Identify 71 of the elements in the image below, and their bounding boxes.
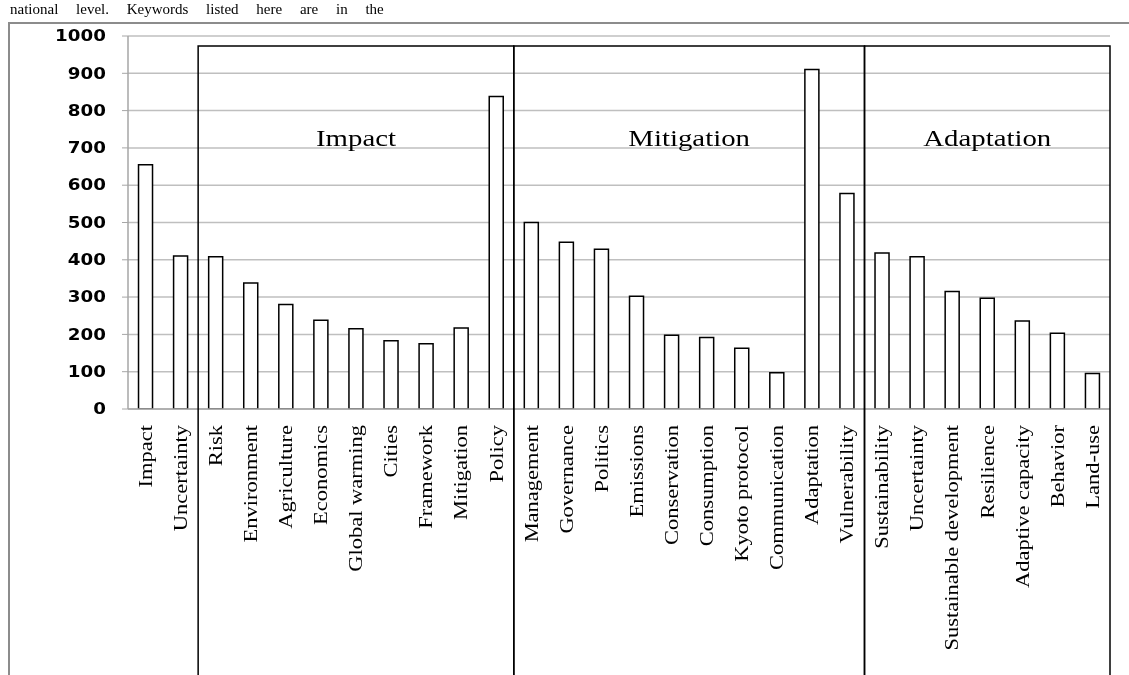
bar [207,256,224,409]
y-tick-label: 600 [67,176,106,195]
annotation: Impact [316,124,397,152]
y-tick-label: 300 [67,288,106,306]
x-tick-label: Mitigation [451,425,472,520]
x-tick-label: Resilience [977,425,998,519]
y-tick-label: 900 [67,64,106,83]
x-tick-label: Policy [486,424,507,483]
bar [523,221,540,409]
bar [909,256,925,409]
x-tick-label: Uncertainty [907,424,928,532]
bar [488,95,504,409]
bar [137,163,154,409]
bar [593,248,610,409]
x-tick-label: Management [521,424,543,543]
bar [769,372,785,409]
x-tick-label: Politics [591,424,612,493]
x-tick-label: Conservation [662,425,682,545]
x-tick-label: Environment [241,424,261,543]
x-tick-label: Governance [556,425,577,534]
bar [663,334,680,409]
y-tick-label: 700 [67,138,106,157]
bar [698,336,715,409]
bar [979,297,995,409]
bar [383,339,399,409]
annotation: Mitigation [628,124,750,152]
bar [1084,372,1101,409]
y-tick-label: 500 [67,213,106,232]
y-tick-label: 400 [67,250,106,269]
bar [1049,332,1066,409]
x-tick-label: Sustainable development [942,424,963,651]
x-tick-label: Behavior [1047,424,1068,508]
text: national level. Keywords listed here are in the [10,1,384,18]
bar [874,252,890,409]
x-tick-label: Vulnerability [837,424,858,544]
x-tick-label: Kyoto protocol [732,424,753,562]
x-tick-label: Land-use [1082,425,1103,509]
bar [348,328,364,409]
x-tick-label: Impact [135,424,157,488]
bar [558,241,575,409]
y-tick-label: 100 [67,362,106,381]
y-tick-label: 1000 [55,26,106,45]
x-tick-label: Agriculture [276,425,297,529]
x-tick-label: Framework [416,424,436,529]
x-tick-label: Emissions [626,424,647,518]
bar [1014,320,1031,409]
bar [733,347,750,409]
bar [628,295,645,409]
x-tick-label: Adaptive capacity [1012,424,1034,588]
y-tick-label: 200 [67,325,106,344]
bar [172,255,189,409]
x-tick-label: Consumption [697,425,718,547]
bar [242,282,259,409]
x-tick-label: Sustainability [872,424,893,549]
x-tick-label: Economics [311,424,331,525]
annotation: Adaptation [923,124,1052,152]
x-tick-label: Global warming [346,425,367,572]
x-tick-label: Uncertainty [171,424,192,532]
bar [418,342,434,409]
x-tick-label: Adaptation [802,425,823,525]
x-tick-label: Risk [206,424,226,467]
x-tick-label: Cities [381,424,401,478]
y-tick-label: 0 [93,399,106,418]
y-tick-label: 800 [67,101,106,120]
bar [313,319,329,409]
bar [278,303,294,409]
bar [944,290,960,409]
bar [453,327,469,409]
bar [804,68,820,409]
bar [839,192,855,409]
x-tick-label: Communication [767,425,787,570]
